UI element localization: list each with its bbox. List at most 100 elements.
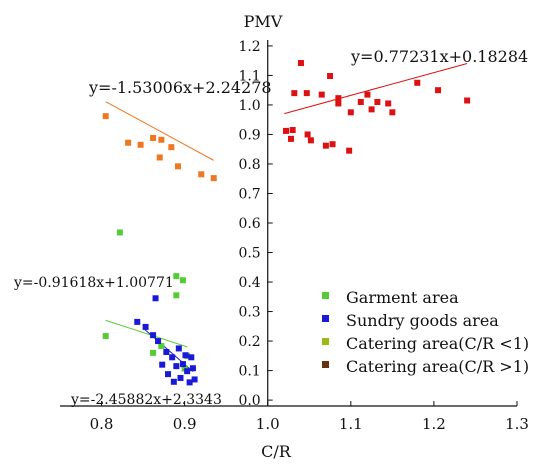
data-point bbox=[297, 60, 304, 67]
y-tick-label: 0.1 bbox=[238, 364, 260, 380]
data-point bbox=[287, 135, 294, 142]
data-point bbox=[169, 354, 176, 361]
fit-line-series-2 bbox=[105, 101, 214, 161]
data-point bbox=[318, 91, 325, 98]
y-tick-label: 0.8 bbox=[238, 157, 260, 173]
data-point bbox=[283, 127, 290, 134]
data-point bbox=[150, 349, 157, 356]
fit-labels: y=-1.53006x+2.24278 y=0.77231x+0.18284 y… bbox=[13, 47, 528, 408]
data-point bbox=[303, 90, 310, 97]
x-tick-label: 1.3 bbox=[505, 415, 529, 433]
legend-label: Garment area bbox=[346, 288, 459, 307]
data-point bbox=[175, 345, 182, 352]
legend-label: Catering area(C/R <1) bbox=[346, 334, 529, 353]
legend-swatch bbox=[322, 292, 329, 299]
data-point bbox=[347, 109, 354, 116]
data-point bbox=[173, 363, 180, 370]
data-point bbox=[158, 343, 165, 350]
data-point bbox=[184, 368, 191, 375]
y-tick-label: 0.4 bbox=[238, 275, 260, 291]
data-point bbox=[198, 171, 205, 178]
y-tick-label: 1.1 bbox=[238, 68, 260, 84]
data-point bbox=[182, 352, 189, 359]
x-tick-label: 1.1 bbox=[339, 415, 363, 433]
legend-label: Sundry goods area bbox=[346, 311, 499, 330]
data-point bbox=[137, 141, 144, 148]
data-point bbox=[307, 137, 314, 144]
fit-label-sundry: y=-2.45882x+2.3343 bbox=[70, 392, 222, 408]
data-point bbox=[142, 323, 149, 330]
fit-label-catering-gt1: y=0.77231x+0.18284 bbox=[350, 47, 528, 66]
y-tick-label: 1.0 bbox=[238, 98, 260, 114]
legend-swatch bbox=[322, 338, 329, 345]
data-point bbox=[158, 136, 165, 143]
x-ticks: 0.8 0.9 1.0 1.1 1.2 1.3 bbox=[90, 401, 529, 433]
data-point bbox=[364, 91, 371, 98]
data-point bbox=[289, 127, 296, 134]
data-point bbox=[464, 97, 471, 104]
legend: Garment area Sundry goods area Catering ar… bbox=[322, 288, 529, 376]
data-point bbox=[329, 141, 336, 148]
fit-label-catering-lt1: y=-1.53006x+2.24278 bbox=[88, 78, 272, 97]
data-point bbox=[189, 365, 196, 372]
data-point bbox=[210, 175, 217, 182]
data-point bbox=[102, 113, 109, 120]
y-tick-label: 1.2 bbox=[238, 39, 260, 55]
data-point bbox=[435, 87, 442, 94]
data-point bbox=[177, 374, 184, 381]
data-point bbox=[191, 376, 198, 383]
y-tick-label: 0.6 bbox=[238, 216, 260, 232]
data-point bbox=[116, 229, 123, 236]
data-point bbox=[346, 147, 353, 154]
data-point bbox=[186, 379, 193, 386]
data-point bbox=[322, 142, 329, 149]
data-point bbox=[335, 100, 342, 107]
points bbox=[102, 60, 471, 386]
y-tick-label: 0.3 bbox=[238, 305, 260, 321]
fit-label-garment: y=-0.91618x+1.00771 bbox=[13, 275, 174, 291]
data-point bbox=[155, 338, 162, 345]
data-point bbox=[173, 273, 180, 280]
data-point bbox=[368, 106, 375, 113]
legend-swatch bbox=[322, 361, 329, 368]
data-point bbox=[152, 295, 159, 302]
data-point bbox=[125, 139, 132, 146]
data-point bbox=[291, 90, 298, 97]
data-point bbox=[389, 109, 396, 116]
x-tick-label: 1.0 bbox=[256, 415, 280, 433]
data-point bbox=[150, 332, 157, 339]
y-tick-label: 0.9 bbox=[238, 127, 260, 143]
fit-line-series-3 bbox=[284, 62, 468, 115]
data-point bbox=[102, 333, 109, 340]
y-tick-label: 0.7 bbox=[238, 186, 260, 202]
y-axis-label: PMV bbox=[244, 12, 283, 31]
data-point bbox=[156, 154, 163, 161]
data-point bbox=[134, 318, 141, 325]
data-point bbox=[179, 277, 186, 284]
y-tick-label: 0.0 bbox=[238, 393, 260, 409]
data-point bbox=[414, 79, 421, 86]
y-ticks: 0.0 0.1 0.2 0.3 0.4 0.5 0.6 0.7 0.8 0.9 1.0 1.1 1.2 bbox=[238, 39, 273, 409]
data-point bbox=[150, 134, 157, 141]
legend-swatch bbox=[322, 315, 329, 322]
data-point bbox=[374, 98, 381, 105]
data-point bbox=[170, 378, 177, 385]
data-point bbox=[385, 100, 392, 107]
data-point bbox=[159, 361, 166, 368]
fit-line-series-0 bbox=[105, 319, 188, 348]
legend-label: Catering area(C/R >1) bbox=[346, 357, 529, 376]
x-tick-label: 1.2 bbox=[422, 415, 446, 433]
data-point bbox=[304, 131, 311, 138]
data-point bbox=[173, 292, 180, 299]
axes: 0.8 0.9 1.0 1.1 1.2 1.3 0.0 0.1 0.2 0.3 0.4 0.5 0.6… bbox=[60, 39, 529, 433]
data-point bbox=[327, 73, 334, 80]
data-point bbox=[188, 354, 195, 361]
x-tick-label: 0.9 bbox=[173, 415, 197, 433]
x-axis-label: C/R bbox=[261, 442, 292, 461]
data-point bbox=[335, 95, 342, 102]
data-point bbox=[165, 371, 172, 378]
data-point bbox=[174, 163, 181, 170]
x-tick-label: 0.8 bbox=[90, 415, 114, 433]
data-point bbox=[357, 98, 364, 105]
